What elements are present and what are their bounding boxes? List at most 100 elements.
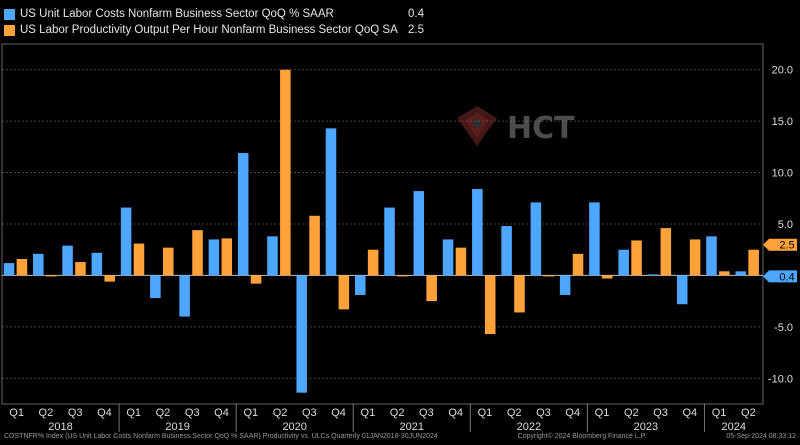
bar-productivity: [689, 239, 701, 276]
bar-productivity: [192, 230, 203, 276]
bar-labor-costs: [62, 245, 73, 276]
x-tick-label: Q4: [682, 407, 697, 419]
x-tick-label: Q2: [741, 407, 756, 419]
bar-productivity: [133, 243, 145, 276]
bar-productivity: [748, 249, 759, 276]
bar-labor-costs: [501, 226, 512, 276]
year-label: 2024: [721, 421, 745, 433]
bar-productivity: [514, 275, 525, 313]
x-tick-label: Q3: [185, 407, 200, 419]
bar-labor-costs: [267, 236, 278, 276]
x-tick-label: Q4: [331, 407, 346, 419]
x-tick-label: Q4: [97, 407, 112, 419]
x-tick-label: Q1: [126, 407, 141, 419]
x-tick-label: Q2: [156, 407, 171, 419]
year-label: 2021: [400, 421, 424, 433]
legend-last-value: 2.5: [408, 24, 424, 36]
bar-productivity: [602, 275, 613, 279]
x-tick-label: Q3: [653, 407, 668, 419]
bar-productivity: [162, 247, 174, 276]
bar-labor-costs: [647, 274, 659, 276]
hct-logo-watermark: HCT: [457, 106, 575, 146]
x-tick-label: Q4: [565, 407, 580, 419]
bar-labor-costs: [413, 191, 425, 276]
bar-labor-costs: [530, 202, 542, 276]
bar-labor-costs: [3, 263, 15, 276]
bar-productivity: [660, 228, 672, 276]
x-tick-label: Q4: [448, 407, 463, 419]
last-value-label: 0.4: [779, 271, 794, 283]
x-tick-label: Q3: [419, 407, 434, 419]
bar-labor-costs: [384, 207, 395, 276]
x-tick-label: Q4: [214, 407, 229, 419]
bar-labor-costs: [179, 275, 190, 317]
legend-label: US Unit Labor Costs Nonfarm Business Sec…: [20, 8, 334, 20]
year-label: 2019: [165, 421, 189, 433]
footer-copyright: Copyright© 2024 Bloomberg Finance L.P.: [517, 433, 647, 440]
x-tick-label: Q2: [507, 407, 522, 419]
legend-label: US Labor Productivity Output Per Hour No…: [20, 24, 398, 36]
bar-productivity: [719, 271, 730, 276]
bar-productivity: [280, 69, 291, 276]
y-tick-label: 15.0: [772, 116, 793, 128]
bar-productivity: [250, 275, 262, 284]
last-value-callout: [763, 238, 797, 251]
watermark-text: HCT: [507, 111, 575, 146]
bar-labor-costs: [618, 249, 629, 276]
bar-productivity: [543, 275, 555, 277]
bar-labor-costs: [91, 252, 103, 276]
x-tick-label: Q2: [624, 407, 639, 419]
x-tick-label: Q1: [712, 407, 727, 419]
last-value-label: 2.5: [779, 240, 794, 252]
y-tick-label: 5.0: [778, 219, 793, 231]
x-tick-label: Q2: [390, 407, 405, 419]
x-tick-label: Q3: [68, 407, 83, 419]
x-tick-label: Q1: [9, 407, 24, 419]
y-tick-label: 20.0: [772, 65, 793, 77]
bar-productivity: [221, 238, 233, 276]
legend-swatch-blue: [4, 8, 15, 20]
bar-labor-costs: [472, 189, 483, 276]
legend: US Unit Labor Costs Nonfarm Business Sec…: [4, 6, 424, 38]
legend-entry-productivity: US Labor Productivity Output Per Hour No…: [4, 22, 424, 38]
bar-productivity: [75, 262, 86, 276]
bar-productivity: [631, 240, 642, 276]
year-label: 2020: [282, 421, 306, 433]
year-label: 2022: [517, 421, 541, 433]
x-tick-label: Q1: [595, 407, 610, 419]
bar-labor-costs: [208, 239, 220, 276]
bar-labor-costs: [296, 275, 307, 393]
legend-swatch-orange: [4, 24, 15, 36]
bar-productivity: [104, 275, 115, 282]
bar-productivity: [16, 258, 28, 276]
year-label: 2018: [48, 421, 72, 433]
x-tick-label: Q2: [273, 407, 288, 419]
bar-labor-costs: [33, 253, 44, 276]
x-tick-label: Q3: [302, 407, 317, 419]
bar-productivity: [338, 275, 350, 310]
bar-productivity: [367, 249, 379, 276]
bar-labor-costs: [237, 153, 249, 276]
year-label: 2023: [634, 421, 658, 433]
bar-labor-costs: [706, 236, 717, 276]
bar-labor-costs: [735, 271, 747, 276]
legend-last-value: 0.4: [408, 8, 424, 20]
bar-productivity: [426, 275, 437, 302]
bar-labor-costs: [120, 207, 132, 276]
x-tick-label: Q3: [536, 407, 551, 419]
bar-productivity: [455, 247, 467, 276]
bar-labor-costs: [442, 239, 454, 276]
bar-productivity: [484, 275, 496, 335]
bar-labor-costs: [150, 275, 161, 299]
x-tick-label: Q2: [39, 407, 54, 419]
x-tick-label: Q1: [478, 407, 493, 419]
bar-labor-costs: [676, 275, 688, 305]
footer-source: COSTNFR% Index (US Unit Labor Costs Nonf…: [4, 433, 438, 440]
x-tick-label: Q1: [243, 407, 258, 419]
bar-productivity: [572, 253, 584, 276]
footer: COSTNFR% Index (US Unit Labor Costs Nonf…: [0, 433, 800, 445]
y-tick-label: -10.0: [768, 373, 793, 385]
bar-productivity: [309, 215, 320, 276]
y-tick-label: -5.0: [774, 322, 793, 334]
x-tick-label: Q1: [361, 407, 376, 419]
